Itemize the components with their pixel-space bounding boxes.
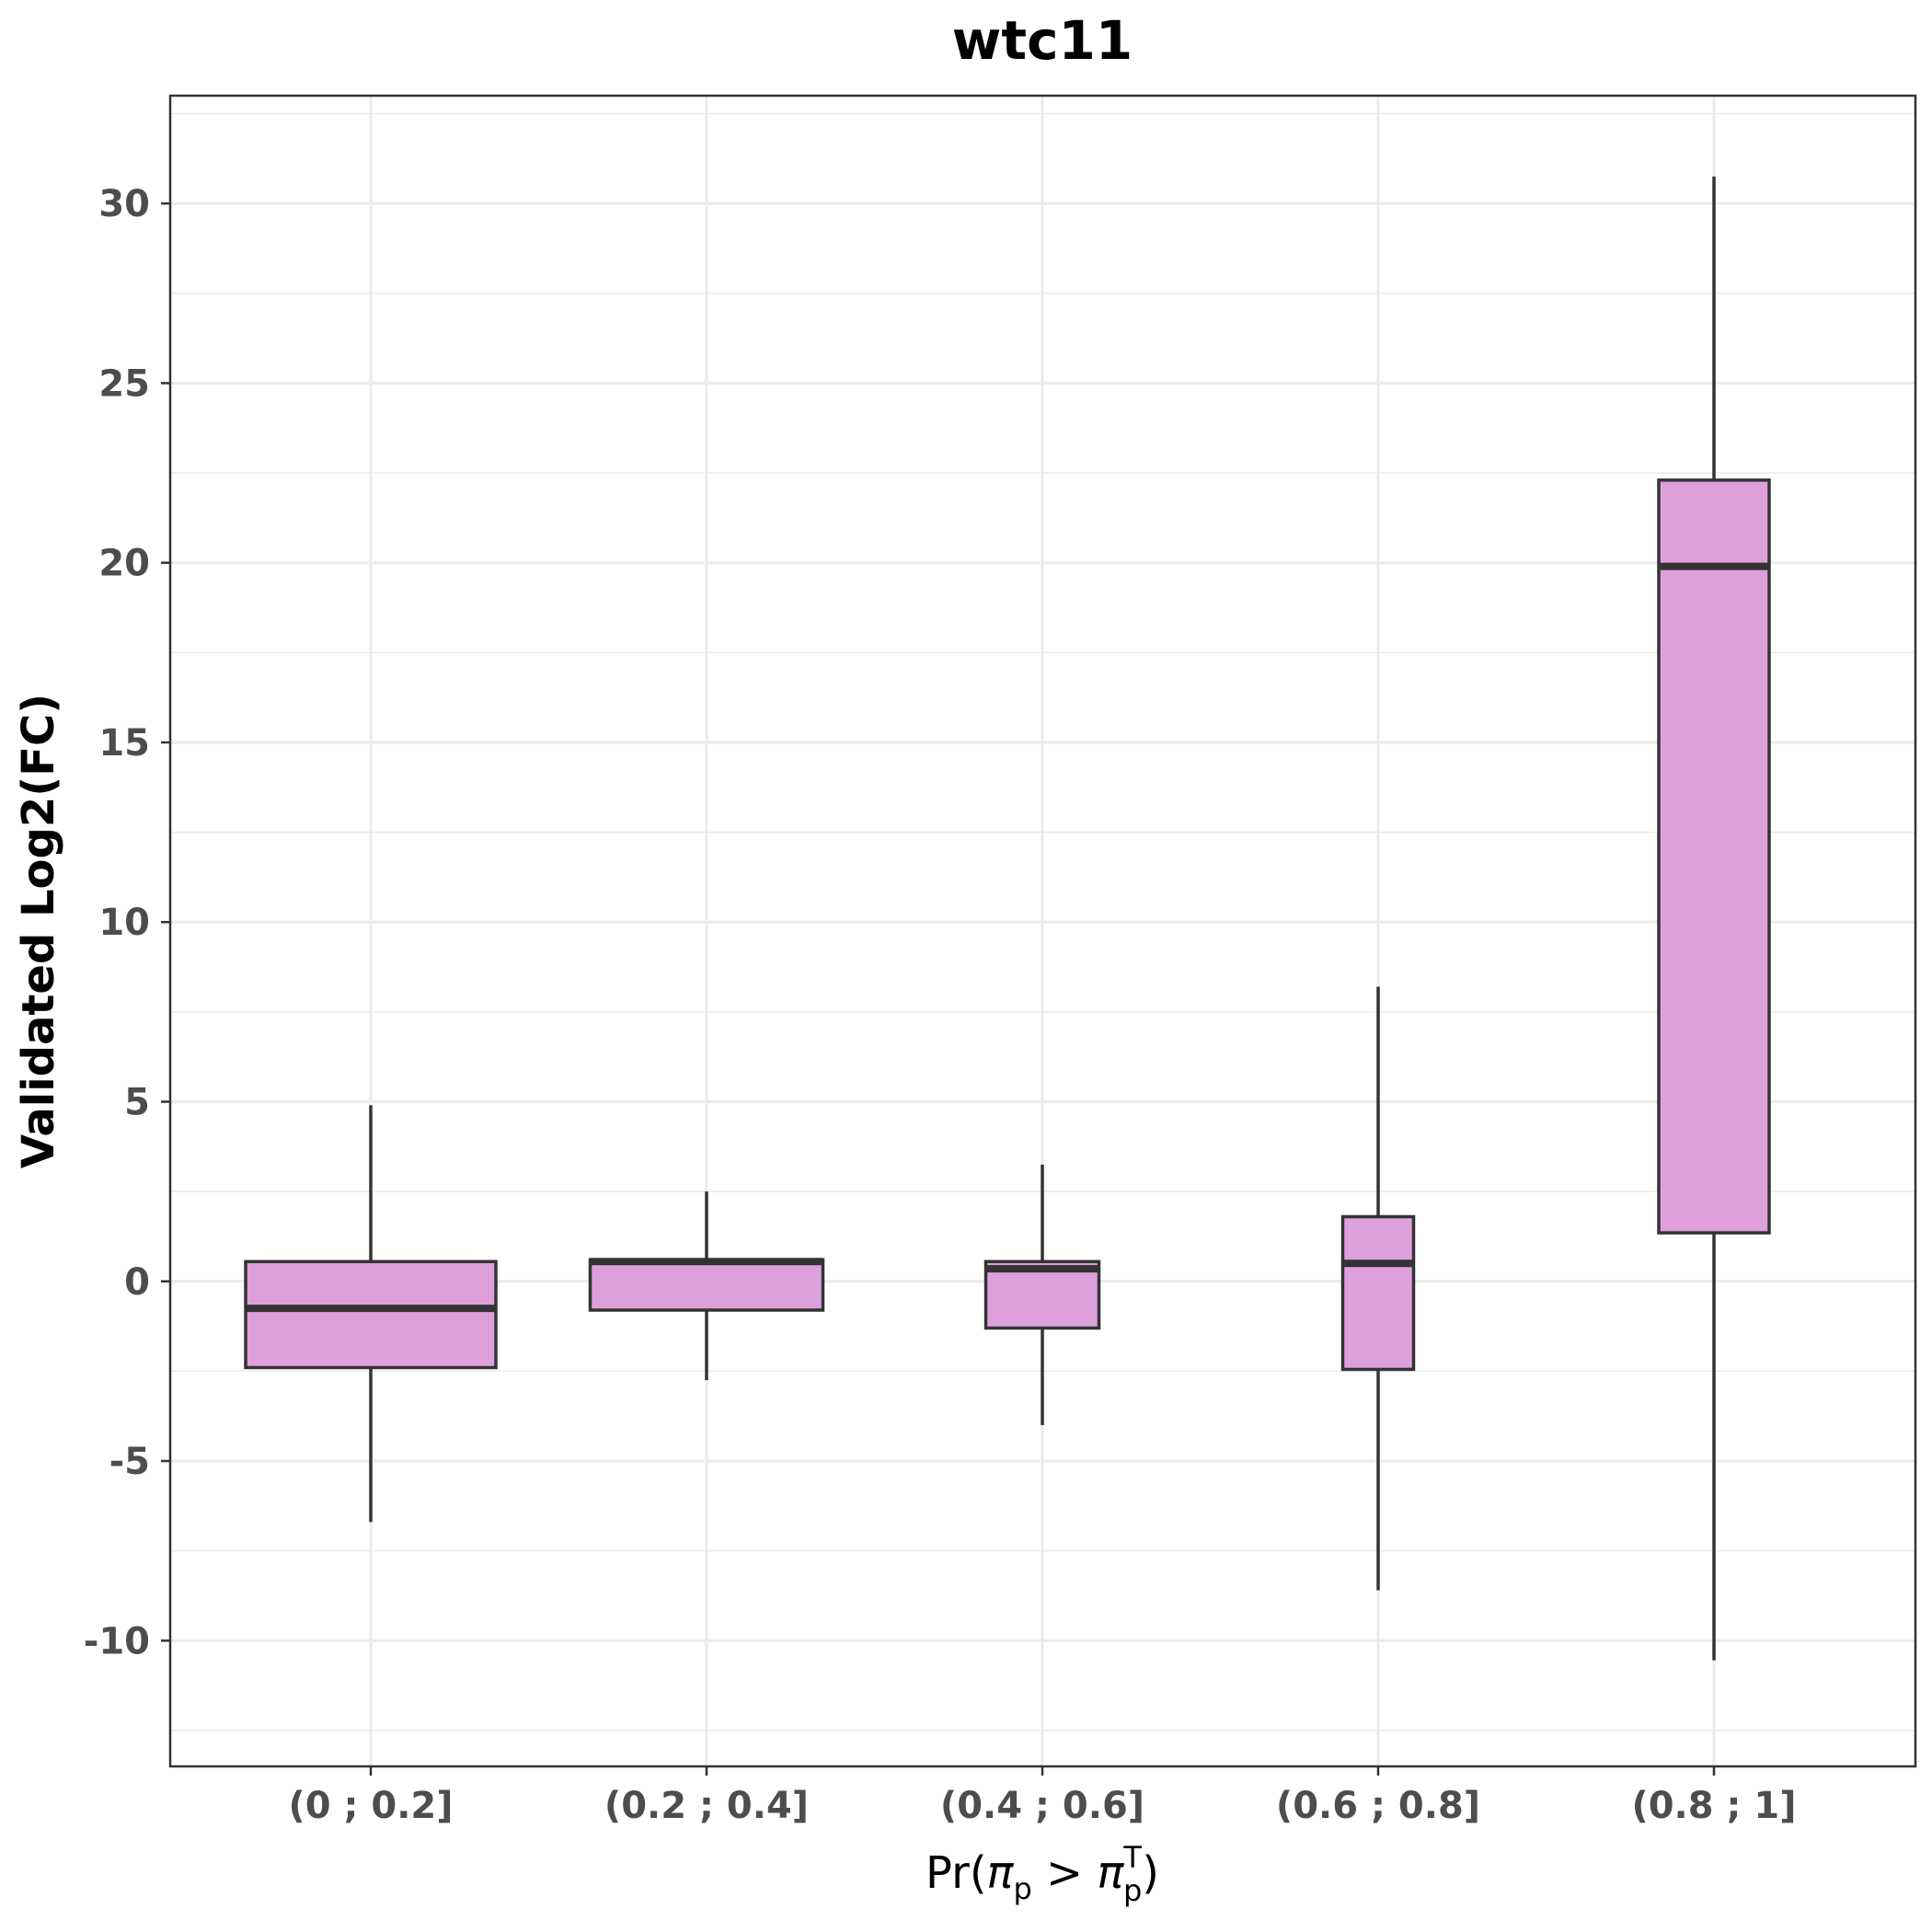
- x-axis-label-sub: p: [1013, 1871, 1031, 1906]
- y-axis-label: Validated Log2(FC): [13, 694, 64, 1168]
- x-axis-label-gt: >: [1032, 1847, 1098, 1899]
- x-tick-label: (0.2 ; 0.4]: [604, 1785, 809, 1827]
- chart-title: wtc11: [952, 9, 1133, 72]
- box-group: [983, 1164, 1101, 1425]
- box-series: [244, 176, 1771, 1661]
- x-axis-label-sub2: p: [1123, 1873, 1142, 1908]
- x-tick-label: (0.8 ; 1]: [1631, 1785, 1796, 1827]
- grid-lines: [170, 96, 1915, 1766]
- y-tick-label: 25: [98, 362, 150, 405]
- x-axis: (0 ; 0.2] (0.2 ; 0.4] (0.4 ; 0.6] (0.6 ; 0.…: [288, 1766, 1797, 1827]
- y-tick-label: -5: [109, 1441, 150, 1483]
- y-tick-label: 20: [98, 543, 150, 585]
- y-tick-label: -10: [84, 1620, 150, 1662]
- x-tick-label: (0 ; 0.2]: [288, 1785, 453, 1827]
- box-iqr: [1340, 1214, 1416, 1372]
- x-axis-label-pi: π: [987, 1847, 1015, 1899]
- box-group: [244, 1105, 498, 1523]
- x-axis-label: Pr(πp > πT p): [926, 1840, 1159, 1908]
- box-iqr: [244, 1259, 498, 1370]
- box-group: [1340, 986, 1416, 1591]
- box-group: [588, 1191, 825, 1381]
- x-axis-label-prefix: Pr(: [926, 1847, 987, 1899]
- y-axis: -10 -5 0 5 10 15 20 25 30: [84, 183, 170, 1662]
- y-tick-label: 0: [124, 1261, 150, 1304]
- y-tick-label: 15: [98, 722, 150, 765]
- box-iqr: [588, 1258, 825, 1312]
- x-axis-label-close: ): [1142, 1847, 1159, 1899]
- y-tick-label: 10: [98, 902, 150, 944]
- x-tick-label: (0.6 ; 0.8]: [1276, 1785, 1480, 1827]
- x-axis-label-pi-t: π: [1098, 1847, 1125, 1899]
- x-axis-label-sup: T: [1122, 1840, 1142, 1875]
- y-tick-label: 5: [124, 1082, 150, 1124]
- box-group: [1657, 176, 1771, 1661]
- box-iqr: [983, 1259, 1101, 1330]
- box-iqr: [1657, 478, 1771, 1235]
- y-tick-label: 30: [98, 183, 150, 225]
- x-tick-label: (0.4 ; 0.6]: [940, 1785, 1144, 1827]
